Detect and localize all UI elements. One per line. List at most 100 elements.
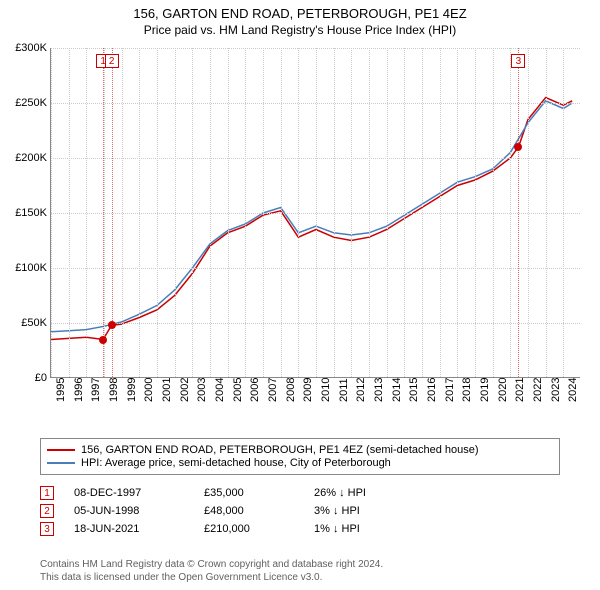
y-axis-label: £0: [3, 372, 47, 384]
x-gridline: [245, 48, 246, 377]
x-axis-label: 2004: [214, 378, 226, 402]
series-line: [51, 98, 572, 340]
x-gridline: [157, 48, 158, 377]
sales-table: 1 08-DEC-1997£35,00026% ↓ HPI 2 05-JUN-1998…: [40, 482, 434, 540]
x-axis-label: 2024: [567, 378, 579, 402]
x-axis-label: 2021: [514, 378, 526, 402]
sale-row-diff: 26% ↓ HPI: [314, 487, 434, 499]
legend-swatch: [47, 462, 75, 464]
sale-row: 2 05-JUN-1998£48,0003% ↓ HPI: [40, 504, 434, 518]
x-axis-label: 1996: [73, 378, 85, 402]
sale-row-diff: 3% ↓ HPI: [314, 505, 434, 517]
legend-row: HPI: Average price, semi-detached house,…: [47, 457, 553, 469]
x-axis-label: 1999: [126, 378, 138, 402]
legend-label: HPI: Average price, semi-detached house,…: [81, 457, 391, 469]
x-axis-label: 2007: [267, 378, 279, 402]
x-axis-label: 2008: [285, 378, 297, 402]
x-gridline: [281, 48, 282, 377]
x-axis-label: 2013: [373, 378, 385, 402]
x-gridline: [546, 48, 547, 377]
x-gridline: [139, 48, 140, 377]
x-gridline: [475, 48, 476, 377]
x-gridline: [122, 48, 123, 377]
sale-dot: [99, 336, 107, 344]
y-axis-label: £200K: [3, 152, 47, 164]
sale-row-price: £35,000: [204, 487, 314, 499]
x-axis-label: 2020: [497, 378, 509, 402]
legend: 156, GARTON END ROAD, PETERBOROUGH, PE1 …: [40, 438, 560, 475]
sale-row: 3 18-JUN-2021£210,0001% ↓ HPI: [40, 522, 434, 536]
sale-row-diff: 1% ↓ HPI: [314, 523, 434, 535]
x-gridline: [228, 48, 229, 377]
y-axis-label: £150K: [3, 207, 47, 219]
sale-row-date: 18-JUN-2021: [74, 523, 204, 535]
x-axis-label: 2009: [302, 378, 314, 402]
x-axis-label: 2019: [479, 378, 491, 402]
x-gridline: [86, 48, 87, 377]
x-axis-label: 2011: [338, 378, 350, 402]
y-axis-label: £300K: [3, 42, 47, 54]
x-axis-label: 2023: [550, 378, 562, 402]
x-axis-label: 2002: [179, 378, 191, 402]
x-gridline: [192, 48, 193, 377]
x-axis-label: 2010: [320, 378, 332, 402]
x-axis-label: 2012: [355, 378, 367, 402]
sale-row-price: £48,000: [204, 505, 314, 517]
sale-row-number: 3: [40, 522, 54, 536]
x-gridline: [298, 48, 299, 377]
plot-area: £0£50K£100K£150K£200K£250K£300K199519961…: [50, 48, 580, 378]
sale-dot: [108, 321, 116, 329]
sale-row-number: 2: [40, 504, 54, 518]
x-gridline: [528, 48, 529, 377]
x-axis-label: 2000: [143, 378, 155, 402]
sale-row-number: 1: [40, 486, 54, 500]
y-axis-label: £50K: [3, 317, 47, 329]
x-axis-label: 2006: [249, 378, 261, 402]
sale-row-price: £210,000: [204, 523, 314, 535]
x-gridline: [334, 48, 335, 377]
sale-row-date: 05-JUN-1998: [74, 505, 204, 517]
x-gridline: [493, 48, 494, 377]
x-gridline: [263, 48, 264, 377]
chart-area: £0£50K£100K£150K£200K£250K£300K199519961…: [50, 48, 580, 398]
x-gridline: [422, 48, 423, 377]
series-line: [51, 101, 572, 332]
x-axis-label: 2016: [426, 378, 438, 402]
x-gridline: [175, 48, 176, 377]
x-axis-label: 2001: [161, 378, 173, 402]
x-axis-label: 1997: [90, 378, 102, 402]
legend-swatch: [47, 449, 75, 451]
x-axis-label: 1995: [55, 378, 67, 402]
x-axis-label: 2022: [532, 378, 544, 402]
sale-marker-box: 3: [511, 54, 525, 68]
sale-marker-line: [518, 48, 519, 377]
sale-row: 1 08-DEC-1997£35,00026% ↓ HPI: [40, 486, 434, 500]
x-gridline: [404, 48, 405, 377]
y-axis-label: £100K: [3, 262, 47, 274]
x-gridline: [457, 48, 458, 377]
x-axis-label: 2018: [461, 378, 473, 402]
x-axis-label: 1998: [108, 378, 120, 402]
chart-title-1: 156, GARTON END ROAD, PETERBOROUGH, PE1 …: [0, 6, 600, 21]
sale-marker-line: [103, 48, 104, 377]
x-gridline: [387, 48, 388, 377]
x-gridline: [351, 48, 352, 377]
footer-text: Contains HM Land Registry data © Crown c…: [40, 558, 383, 584]
x-axis-label: 2003: [196, 378, 208, 402]
legend-row: 156, GARTON END ROAD, PETERBOROUGH, PE1 …: [47, 444, 553, 456]
x-axis-label: 2017: [444, 378, 456, 402]
x-gridline: [316, 48, 317, 377]
x-gridline: [104, 48, 105, 377]
footer-line-1: Contains HM Land Registry data © Crown c…: [40, 558, 383, 571]
x-gridline: [510, 48, 511, 377]
x-gridline: [440, 48, 441, 377]
x-gridline: [369, 48, 370, 377]
x-gridline: [563, 48, 564, 377]
y-axis-label: £250K: [3, 97, 47, 109]
footer-line-2: This data is licensed under the Open Gov…: [40, 571, 383, 584]
sale-row-date: 08-DEC-1997: [74, 487, 204, 499]
x-axis-label: 2005: [232, 378, 244, 402]
x-gridline: [69, 48, 70, 377]
x-gridline: [210, 48, 211, 377]
x-gridline: [51, 48, 52, 377]
